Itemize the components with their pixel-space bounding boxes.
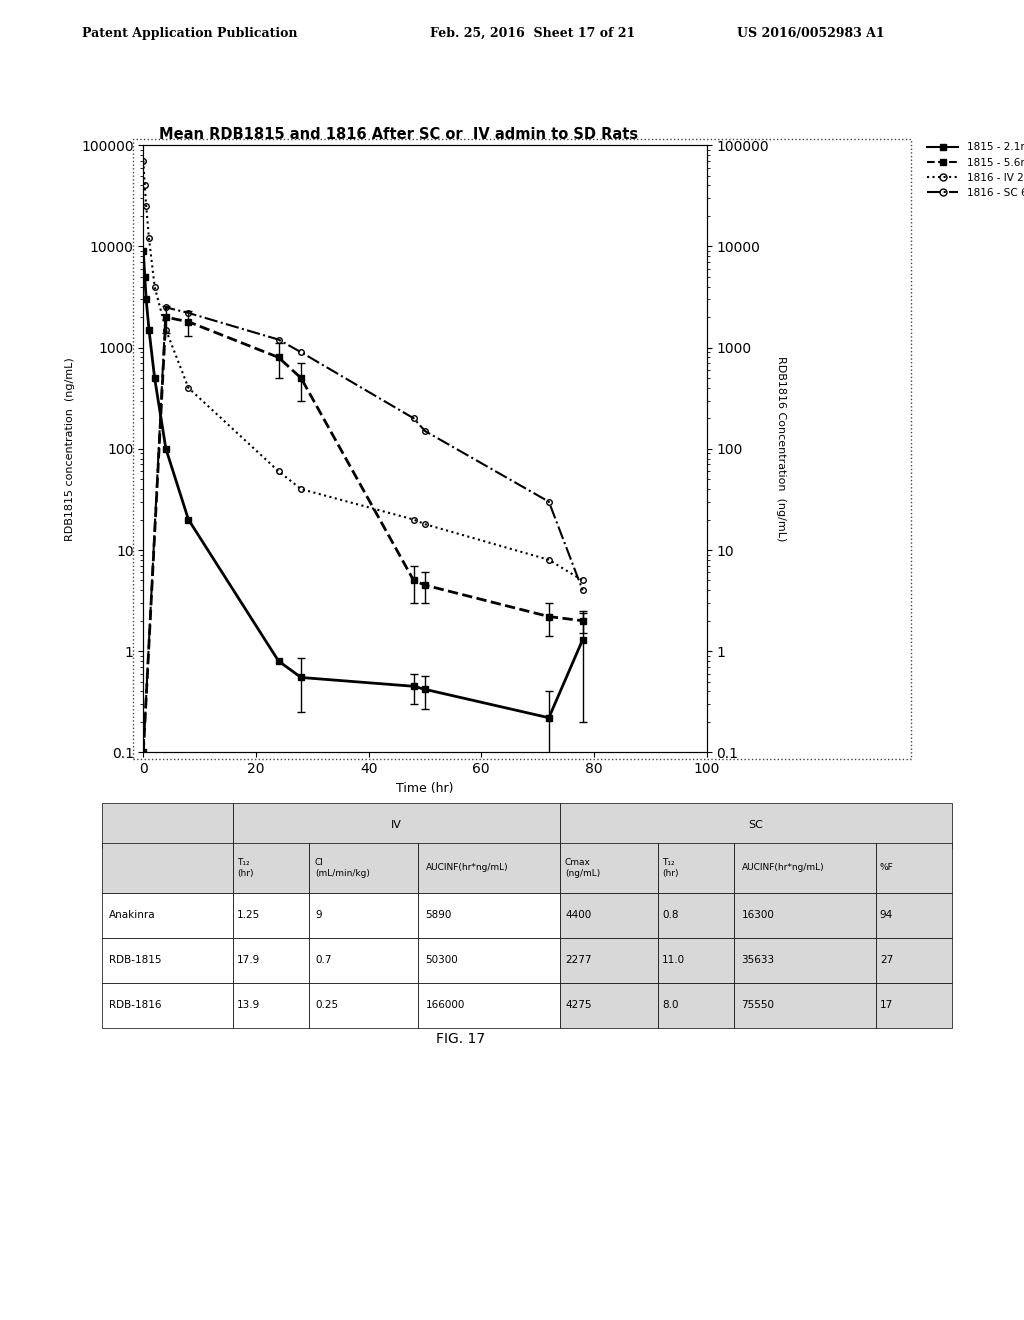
Text: Mean RDB1815 and 1816 After SC or  IV admin to SD Rats: Mean RDB1815 and 1816 After SC or IV adm… (159, 127, 638, 141)
Text: 4275: 4275 (565, 1001, 592, 1010)
Text: Feb. 25, 2016  Sheet 17 of 21: Feb. 25, 2016 Sheet 17 of 21 (430, 26, 635, 40)
Text: 17: 17 (880, 1001, 893, 1010)
Text: 17.9: 17.9 (237, 956, 260, 965)
FancyBboxPatch shape (560, 892, 658, 937)
Text: SC: SC (749, 820, 764, 830)
FancyBboxPatch shape (734, 892, 877, 937)
Text: 0.25: 0.25 (315, 1001, 338, 1010)
Text: 166000: 166000 (426, 1001, 465, 1010)
Text: 2277: 2277 (565, 956, 592, 965)
Text: 75550: 75550 (741, 1001, 774, 1010)
Text: FIG. 17: FIG. 17 (436, 1032, 485, 1045)
Text: 35633: 35633 (741, 956, 774, 965)
FancyBboxPatch shape (102, 937, 233, 982)
FancyBboxPatch shape (309, 937, 419, 982)
Text: 1.25: 1.25 (237, 911, 260, 920)
Text: AUCINF(hr*ng/mL): AUCINF(hr*ng/mL) (741, 863, 824, 873)
Text: 0.8: 0.8 (662, 911, 679, 920)
Text: %F: %F (880, 863, 894, 873)
FancyBboxPatch shape (560, 843, 658, 892)
FancyBboxPatch shape (658, 892, 734, 937)
FancyBboxPatch shape (419, 982, 560, 1028)
FancyBboxPatch shape (419, 892, 560, 937)
FancyBboxPatch shape (233, 982, 309, 1028)
Text: 8.0: 8.0 (662, 1001, 679, 1010)
Y-axis label: RDB1816 Concentration  (ng/mL): RDB1816 Concentration (ng/mL) (775, 356, 785, 541)
FancyBboxPatch shape (658, 843, 734, 892)
FancyBboxPatch shape (877, 937, 952, 982)
Text: IV: IV (391, 820, 402, 830)
Text: Patent Application Publication: Patent Application Publication (82, 26, 297, 40)
FancyBboxPatch shape (102, 803, 233, 847)
Text: US 2016/0052983 A1: US 2016/0052983 A1 (737, 26, 885, 40)
FancyBboxPatch shape (102, 892, 233, 937)
Y-axis label: RDB1815 concentration  (ng/mL): RDB1815 concentration (ng/mL) (66, 356, 76, 541)
FancyBboxPatch shape (658, 982, 734, 1028)
Text: 50300: 50300 (426, 956, 458, 965)
Text: RDB-1815: RDB-1815 (109, 956, 162, 965)
Text: 4400: 4400 (565, 911, 591, 920)
FancyBboxPatch shape (560, 982, 658, 1028)
Legend: 1815 - 2.1mpk IV, 1815 - 5.6mpk SC, 1816 - IV 2.4 mpk, 1816 - SC 6.4 mpk: 1815 - 2.1mpk IV, 1815 - 5.6mpk SC, 1816… (923, 139, 1024, 202)
FancyBboxPatch shape (877, 843, 952, 892)
X-axis label: Time (hr): Time (hr) (396, 781, 454, 795)
Text: T₁₂
(hr): T₁₂ (hr) (237, 858, 254, 878)
FancyBboxPatch shape (734, 843, 877, 892)
FancyBboxPatch shape (419, 843, 560, 892)
FancyBboxPatch shape (734, 982, 877, 1028)
Text: 11.0: 11.0 (662, 956, 685, 965)
Text: 9: 9 (315, 911, 322, 920)
FancyBboxPatch shape (233, 803, 560, 847)
FancyBboxPatch shape (233, 892, 309, 937)
FancyBboxPatch shape (233, 843, 309, 892)
FancyBboxPatch shape (102, 843, 233, 892)
Text: 0.7: 0.7 (315, 956, 332, 965)
FancyBboxPatch shape (233, 937, 309, 982)
FancyBboxPatch shape (877, 982, 952, 1028)
Text: Cl
(mL/min/kg): Cl (mL/min/kg) (315, 858, 370, 878)
Text: 13.9: 13.9 (237, 1001, 260, 1010)
Text: 27: 27 (880, 956, 893, 965)
Text: Cmax
(ng/mL): Cmax (ng/mL) (565, 858, 600, 878)
Text: 16300: 16300 (741, 911, 774, 920)
FancyBboxPatch shape (658, 937, 734, 982)
FancyBboxPatch shape (560, 937, 658, 982)
FancyBboxPatch shape (309, 982, 419, 1028)
Text: T₁₂
(hr): T₁₂ (hr) (662, 858, 679, 878)
FancyBboxPatch shape (560, 803, 952, 847)
Text: 5890: 5890 (426, 911, 452, 920)
FancyBboxPatch shape (877, 892, 952, 937)
Text: RDB-1816: RDB-1816 (109, 1001, 162, 1010)
Text: Anakinra: Anakinra (109, 911, 156, 920)
FancyBboxPatch shape (309, 843, 419, 892)
FancyBboxPatch shape (102, 982, 233, 1028)
Text: 94: 94 (880, 911, 893, 920)
FancyBboxPatch shape (309, 892, 419, 937)
Text: AUCINF(hr*ng/mL): AUCINF(hr*ng/mL) (426, 863, 508, 873)
FancyBboxPatch shape (734, 937, 877, 982)
FancyBboxPatch shape (419, 937, 560, 982)
